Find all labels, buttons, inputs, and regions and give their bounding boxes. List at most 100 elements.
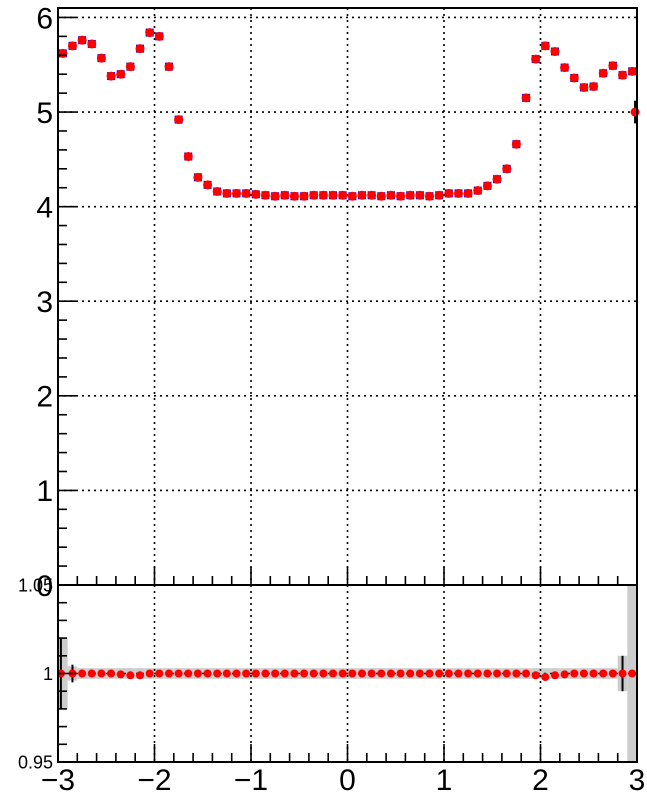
data-point-circle xyxy=(145,28,155,38)
x-tick-label: −2 xyxy=(137,764,171,793)
data-point-circle xyxy=(309,190,319,200)
data-point-circle xyxy=(299,191,309,201)
y-tick-label: 0 xyxy=(36,570,53,603)
data-point-circle xyxy=(493,669,502,678)
data-point-circle xyxy=(464,669,473,678)
data-point-circle xyxy=(116,69,126,79)
x-tick-label: −3 xyxy=(41,764,75,793)
data-point-circle xyxy=(608,61,618,71)
data-point-circle xyxy=(531,54,541,64)
data-point-circle xyxy=(357,190,367,200)
data-point-circle xyxy=(87,39,97,49)
data-point-circle xyxy=(569,73,579,83)
data-point-circle xyxy=(164,62,174,72)
x-tick-label: 1 xyxy=(436,764,453,793)
data-point-circle xyxy=(550,47,560,57)
data-point-circle xyxy=(502,164,512,174)
data-point-circle xyxy=(406,669,415,678)
data-point-circle xyxy=(174,115,184,125)
data-point-circle xyxy=(628,669,637,678)
data-point-circle xyxy=(425,669,434,678)
data-point-circle xyxy=(473,669,482,678)
data-point-circle xyxy=(589,82,599,92)
bottom-panel: 0.95 1 1.05 −3 −2 −1 0 1 2 3 xyxy=(18,575,645,793)
data-point-circle xyxy=(627,66,637,76)
y-tick-label: 0.95 xyxy=(18,752,53,772)
data-point-circle xyxy=(482,181,492,191)
data-point-circle xyxy=(522,669,531,678)
data-point-circle xyxy=(270,191,280,201)
data-point-circle xyxy=(579,669,588,678)
data-point-circle xyxy=(415,190,425,200)
data-point-circle xyxy=(502,669,511,678)
data-point-circle xyxy=(164,669,173,678)
data-point-circle xyxy=(579,82,589,92)
x-tick-label: 3 xyxy=(629,764,646,793)
data-point-circle xyxy=(329,669,338,678)
data-point-circle xyxy=(521,93,531,103)
data-point-circle xyxy=(77,35,87,45)
data-point-circle xyxy=(261,669,270,678)
data-point-circle xyxy=(560,63,570,73)
y-tick-label: 3 xyxy=(36,286,53,319)
x-tick-label: −1 xyxy=(234,764,268,793)
y-tick-label: 1 xyxy=(43,664,53,684)
data-point-circle xyxy=(280,669,289,678)
data-point-circle xyxy=(367,669,376,678)
data-point-circle xyxy=(386,190,396,200)
y-tick-label: 6 xyxy=(36,2,53,35)
data-point-circle xyxy=(453,188,463,198)
data-point-circle xyxy=(290,669,299,678)
data-point-circle xyxy=(454,669,463,678)
x-tick-label: 0 xyxy=(339,764,356,793)
data-point-circle xyxy=(328,190,338,200)
data-point-circle xyxy=(318,190,328,200)
data-point-circle xyxy=(222,188,232,198)
y-tick-label: 2 xyxy=(36,381,53,414)
data-point-circle xyxy=(376,191,386,201)
data-point-circle xyxy=(541,673,550,682)
data-point-circle xyxy=(483,669,492,678)
data-point-circle xyxy=(136,671,145,680)
data-point-circle xyxy=(232,188,242,198)
data-point-circle xyxy=(251,189,261,199)
data-point-circle xyxy=(300,669,309,678)
data-point-circle xyxy=(511,139,521,149)
data-point-circle xyxy=(97,669,106,678)
data-point-circle xyxy=(58,48,68,58)
data-point-circle xyxy=(589,669,598,678)
data-point-circle xyxy=(367,190,377,200)
data-point-circle xyxy=(232,669,241,678)
data-point-circle xyxy=(96,53,106,63)
data-point-circle xyxy=(251,669,260,678)
data-point-circle xyxy=(357,669,366,678)
data-point-circle xyxy=(570,669,579,678)
data-point-circle xyxy=(184,669,193,678)
y-tick-label: 5 xyxy=(36,97,53,130)
y-tick-label: 4 xyxy=(36,191,53,224)
data-point-circle xyxy=(174,669,183,678)
data-point-circle xyxy=(203,669,212,678)
data-point-circle xyxy=(608,669,617,678)
data-point-circle xyxy=(598,68,608,78)
data-point-circle xyxy=(107,669,116,678)
data-point-circle xyxy=(444,669,453,678)
data-point-circle xyxy=(415,669,424,678)
data-point-circle xyxy=(512,669,521,678)
data-point-circle xyxy=(377,669,386,678)
data-point-circle xyxy=(348,669,357,678)
data-point-circle xyxy=(193,669,202,678)
data-point-circle xyxy=(463,188,473,198)
data-point-circle xyxy=(241,188,251,198)
data-point-circle xyxy=(435,669,444,678)
data-point-circle xyxy=(106,71,116,81)
data-point-circle xyxy=(271,669,280,678)
data-point-circle xyxy=(242,669,251,678)
data-point-circle xyxy=(540,41,550,51)
data-point-circle xyxy=(154,31,164,41)
data-point-circle xyxy=(222,669,231,678)
y-tick-label: 1 xyxy=(36,475,53,508)
data-point-circle xyxy=(183,152,193,162)
data-point-circle xyxy=(425,191,435,201)
